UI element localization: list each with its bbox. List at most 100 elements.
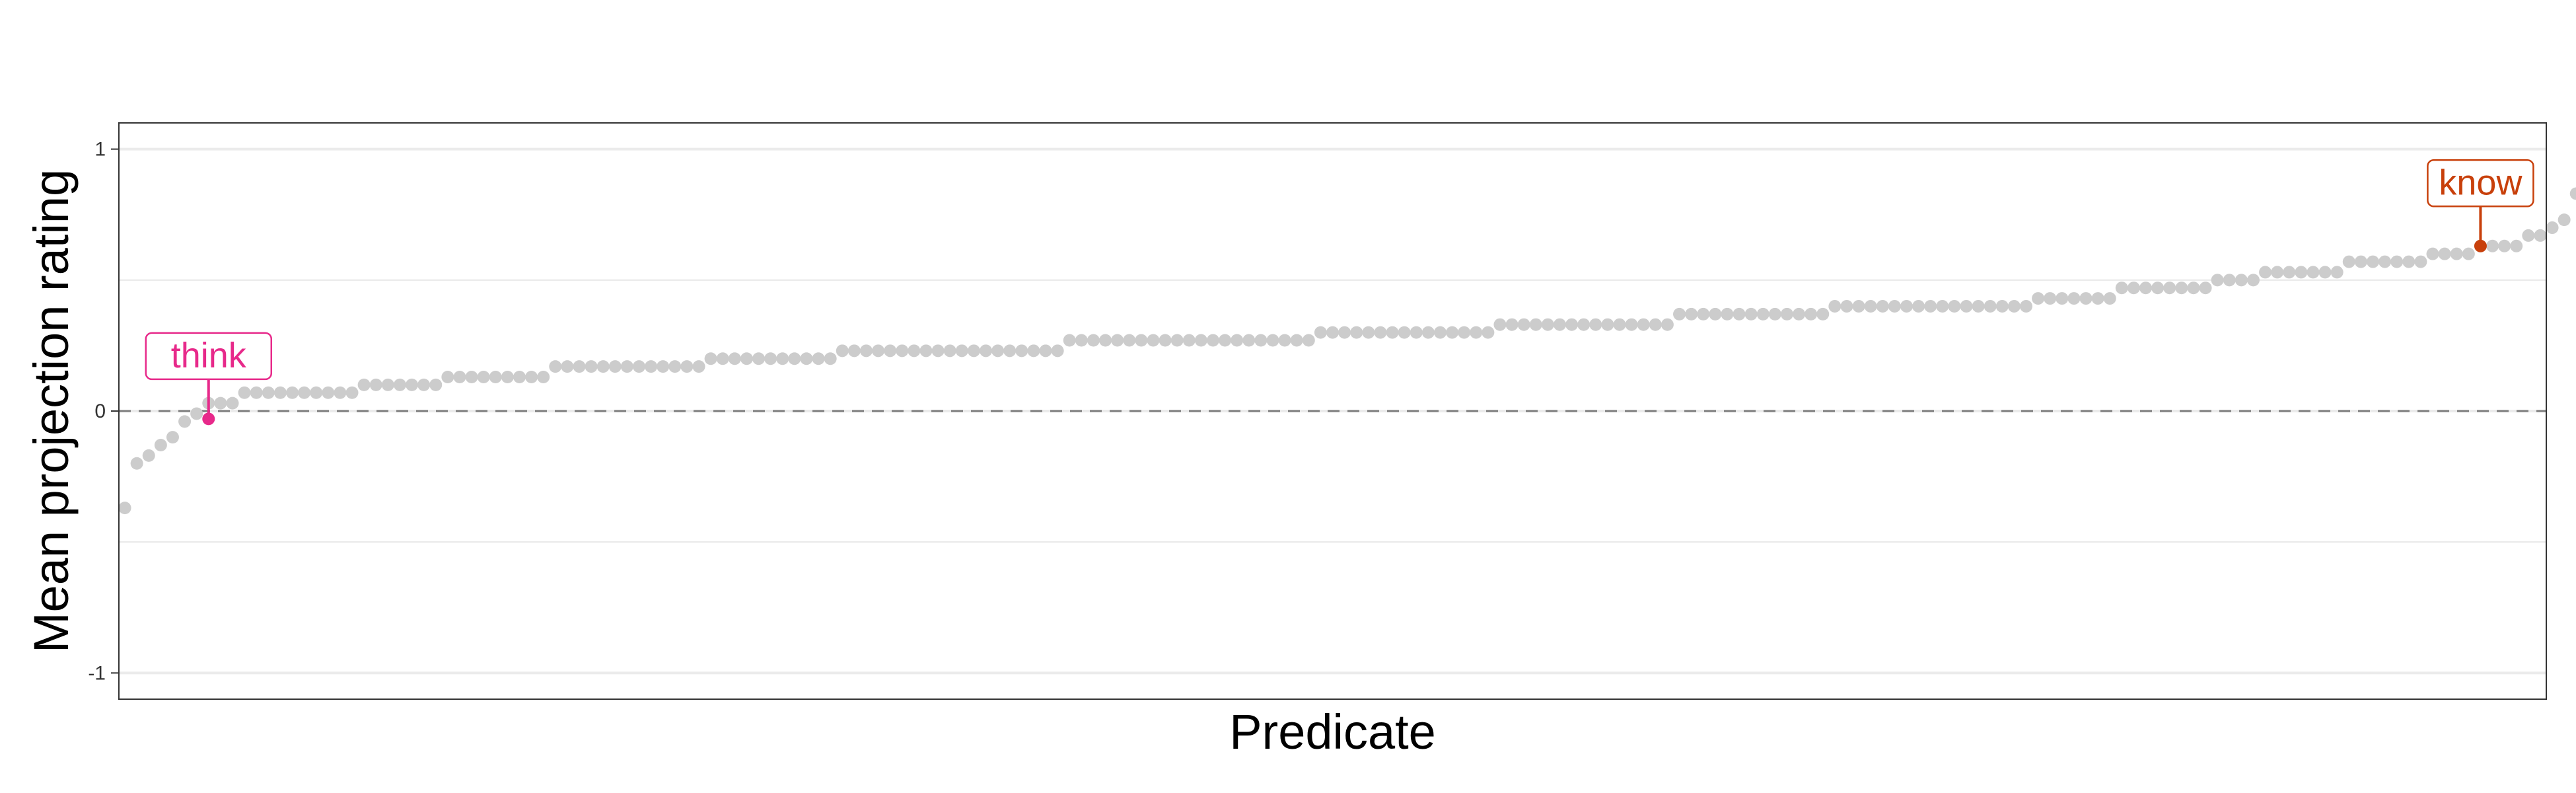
data-point [130, 457, 143, 470]
data-point [1936, 299, 1949, 313]
data-point [1290, 334, 1303, 347]
data-point [1027, 344, 1040, 358]
data-point [740, 352, 753, 365]
data-point [1816, 307, 1830, 321]
callout-box-know [2427, 159, 2534, 208]
data-point [2091, 292, 2104, 305]
data-point [1733, 307, 1746, 321]
data-point [1266, 334, 1279, 347]
data-point [2079, 292, 2093, 305]
data-point [1900, 299, 1913, 313]
data-point [1924, 299, 1937, 313]
data-point [2139, 282, 2153, 295]
data-point [1625, 318, 1638, 331]
data-point [1206, 334, 1219, 347]
data-point [1147, 334, 1160, 347]
data-point [2199, 282, 2212, 295]
data-point [1410, 326, 1423, 339]
data-point [1553, 318, 1566, 331]
data-point [1111, 334, 1124, 347]
data-point [2534, 229, 2547, 242]
data-point [2259, 266, 2272, 279]
data-point [1482, 326, 1495, 339]
data-point [489, 370, 502, 383]
data-point [608, 360, 622, 373]
data-point [1756, 307, 1770, 321]
data-point [1362, 326, 1375, 339]
data-point [2367, 255, 2379, 268]
data-point [1721, 307, 1734, 321]
data-point [2462, 247, 2475, 260]
data-point [1493, 318, 1507, 331]
data-point [1338, 326, 1351, 339]
y-axis-ticks: -1 0 1 [88, 139, 119, 684]
data-point [1182, 334, 1196, 347]
data-point [680, 360, 694, 373]
data-point [788, 352, 801, 365]
data-point [943, 344, 956, 358]
data-point [824, 352, 837, 365]
data-point [2103, 292, 2116, 305]
data-point [2223, 274, 2236, 287]
data-point [525, 370, 538, 383]
data-point [345, 386, 359, 399]
data-point [2438, 247, 2451, 260]
data-point [1039, 344, 1052, 358]
data-point [859, 344, 873, 358]
data-point [1984, 299, 1997, 313]
data-point [334, 386, 347, 399]
data-point [1350, 326, 1363, 339]
data-point [273, 386, 287, 399]
y-tick-label: 0 [94, 400, 106, 422]
data-point [2235, 274, 2248, 287]
data-point [764, 352, 777, 365]
data-point [2342, 255, 2355, 268]
data-point [1194, 334, 1207, 347]
data-point [1219, 334, 1232, 347]
data-point [513, 370, 526, 383]
data-point [1852, 299, 1865, 313]
data-point [2390, 255, 2404, 268]
data-point [884, 344, 897, 358]
y-axis-title: Mean projection rating [24, 169, 79, 653]
data-point [1505, 318, 1519, 331]
data-point [298, 386, 311, 399]
data-point [118, 502, 131, 515]
x-axis-title: Predicate [1229, 704, 1436, 759]
data-point [1948, 299, 1961, 313]
data-point [1087, 334, 1100, 347]
data-point [1805, 307, 1818, 321]
data-point [1159, 334, 1172, 347]
data-point [142, 449, 155, 462]
callout-box-think [145, 332, 273, 381]
data-point [1840, 299, 1853, 313]
data-point [1170, 334, 1184, 347]
data-point [2151, 282, 2165, 295]
data-point [2032, 292, 2045, 305]
data-point [1828, 299, 1842, 313]
data-point [1541, 318, 1554, 331]
data-point [919, 344, 933, 358]
data-point [752, 352, 766, 365]
data-point [501, 370, 514, 383]
data-point [1135, 334, 1148, 347]
data-point [406, 378, 419, 391]
data-point [1972, 299, 1985, 313]
data-point [2163, 282, 2176, 295]
data-point [2558, 213, 2571, 227]
data-points [118, 187, 2576, 515]
data-point [1601, 318, 1614, 331]
data-point [1051, 344, 1064, 358]
data-point [2522, 229, 2535, 242]
data-point [417, 378, 431, 391]
data-point [645, 360, 658, 373]
data-point [657, 360, 670, 373]
data-point [812, 352, 825, 365]
data-point [549, 360, 562, 373]
data-point [2175, 282, 2188, 295]
data-point [2426, 247, 2439, 260]
data-point [2127, 282, 2140, 295]
data-point [728, 352, 741, 365]
data-point [1673, 307, 1686, 321]
